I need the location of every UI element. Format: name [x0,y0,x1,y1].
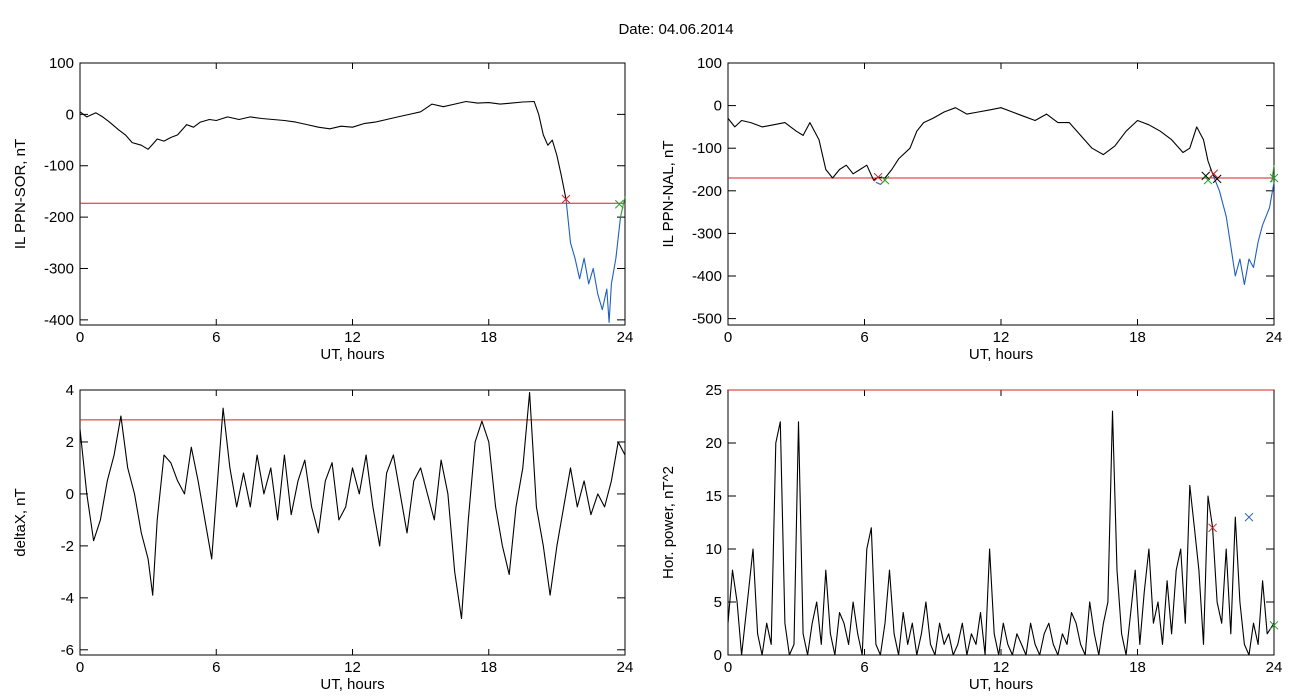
marker-stroke [1208,523,1217,533]
marker-7 [1269,173,1279,183]
y-tick-label: -400 [44,312,74,329]
marker-stroke [1269,620,1279,630]
x-tick-label: 6 [860,659,868,676]
x-axis-label: UT, hours [320,676,384,693]
y-tick-label: 0 [714,647,722,664]
series-line-3 [619,196,626,218]
y-axis-label: IL PPN-NAL, nT [660,141,677,248]
y-tick-label: -500 [692,311,722,328]
marker-stroke [1209,169,1219,179]
x-axis-label: UT, hours [969,346,1033,363]
x-axis-label: UT, hours [320,346,384,363]
y-axis-label: IL PPN-SOR, nT [12,139,29,249]
x-tick-label: 0 [724,329,732,346]
series-line-2 [565,199,622,323]
x-tick-label: 12 [344,329,361,346]
plot-frame [727,389,1275,656]
marker-stroke [1269,173,1279,183]
y-tick-label: 0 [66,106,74,123]
x-tick-label: 6 [860,329,868,346]
x-tick-label: 12 [993,329,1010,346]
y-tick-label: 100 [697,55,722,72]
x-tick-label: 6 [212,329,220,346]
marker-stroke [1244,512,1254,522]
y-axis-label: Hor. power, nT^2 [660,466,677,579]
x-tick-label: 0 [724,659,732,676]
x-tick-label: 12 [993,659,1010,676]
marker-3 [1269,620,1279,630]
y-tick-label: -100 [44,158,74,175]
panel-4: 0 6 12 18 24 0 5 10 15 20 25 UT, hours Hor. power, n… [660,382,1282,693]
marker-stroke [561,194,571,204]
y-axis-label: deltaX, nT [12,488,29,556]
marker-1 [873,172,883,182]
x-tick-label: 18 [1129,659,1146,676]
plot-frame [79,62,626,326]
y-tick-label: 0 [714,98,722,115]
marker-stroke [614,199,624,209]
y-tick-label: 10 [705,541,722,558]
x-tick-label: 24 [617,659,634,676]
x-tick-label: 18 [1129,329,1146,346]
marker-1 [561,194,571,204]
series-line-1 [79,100,567,200]
panel-2: 0 6 12 18 24 100 0 -100 -200 -300 -400 -500 UT, hour… [660,55,1282,363]
x-tick-label: 18 [480,329,497,346]
marker-stroke [880,175,890,185]
y-tick-label: -400 [692,268,722,285]
y-tick-label: 0 [66,486,74,503]
y-tick-label: 5 [714,594,722,611]
panel-1: 0 6 12 18 24 100 0 -100 -200 -300 -400 UT, hours IL … [12,55,633,363]
y-tick-label: -300 [44,260,74,277]
marker-6 [1212,174,1222,184]
y-tick-label: -100 [692,140,722,157]
y-tick-label: -2 [61,538,74,555]
y-tick-label: 15 [705,488,722,505]
x-tick-label: 0 [76,329,84,346]
marker-2 [1244,512,1254,522]
figure-title: Date: 04.06.2014 [618,21,733,38]
y-tick-label: -200 [692,183,722,200]
x-tick-label: 6 [212,659,220,676]
y-tick-label: -300 [692,225,722,242]
y-tick-label: 100 [49,55,74,72]
marker-stroke [1201,171,1211,181]
y-tick-label: 25 [705,382,722,399]
y-tick-label: -200 [44,209,74,226]
x-axis-label: UT, hours [969,676,1033,693]
y-tick-label: 4 [66,382,74,399]
marker-2 [614,199,624,209]
marker-3 [1201,171,1211,181]
series-line-1 [79,392,626,620]
y-tick-label: 2 [66,434,74,451]
marker-5 [1209,169,1219,179]
x-tick-label: 18 [480,659,497,676]
marker-2 [880,175,890,185]
x-tick-label: 24 [1266,329,1283,346]
panel-3: 0 6 12 18 24 4 2 0 -2 -4 -6 UT, hours deltaX, nT [12,382,633,693]
x-tick-label: 0 [76,659,84,676]
series-line-3 [1212,173,1275,286]
marker-1 [1208,523,1217,533]
series-line-1 [727,107,1214,181]
x-tick-label: 24 [617,329,634,346]
y-tick-label: -6 [61,642,74,659]
marker-stroke [1212,174,1222,184]
y-tick-label: 20 [705,435,722,452]
marker-stroke [873,172,883,182]
series-line-1 [727,410,1275,656]
plot-frame [79,389,626,656]
x-tick-label: 12 [344,659,361,676]
x-tick-label: 24 [1266,659,1283,676]
plot-frame [727,62,1275,326]
y-tick-label: -4 [61,590,74,607]
